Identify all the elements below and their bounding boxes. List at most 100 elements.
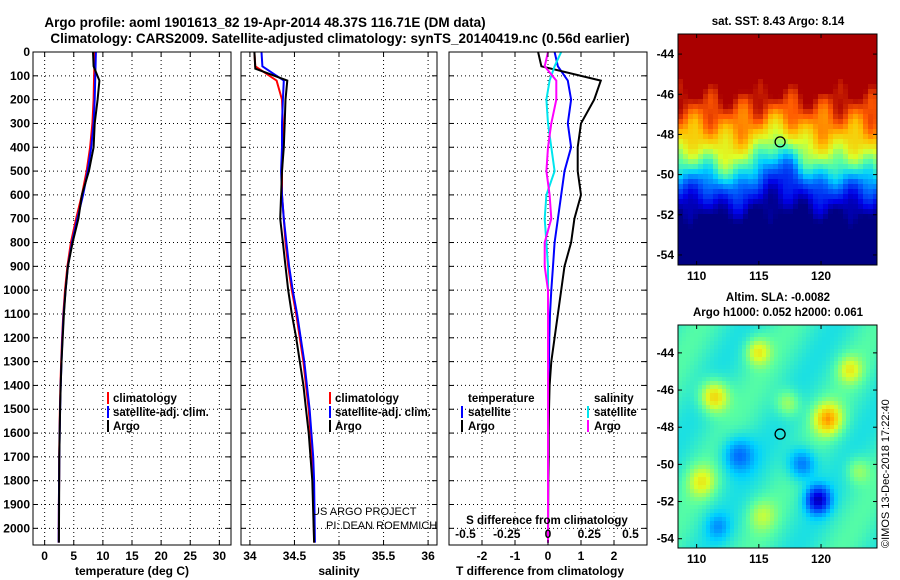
heatmap-cell xyxy=(758,353,763,358)
heatmap-cell xyxy=(803,59,809,65)
y-tick-label: 1200 xyxy=(3,331,30,345)
heatmap-cell xyxy=(808,44,814,50)
heatmap-cell xyxy=(863,164,869,170)
heatmap-cell xyxy=(870,445,875,450)
heatmap-cell xyxy=(863,234,869,240)
heatmap-cell xyxy=(678,184,684,190)
heatmap-cell xyxy=(830,393,835,398)
heatmap-cell xyxy=(728,234,734,240)
heatmap-cell xyxy=(693,129,699,135)
heatmap-cell xyxy=(838,234,844,240)
heatmap-cell xyxy=(838,259,844,265)
heatmap-cell xyxy=(790,521,795,526)
heatmap-cell xyxy=(782,409,787,414)
heatmap-cell xyxy=(808,239,814,245)
heatmap-cell xyxy=(698,209,704,215)
heatmap-cell xyxy=(738,417,743,422)
x-tick-label: 120 xyxy=(811,269,831,283)
heatmap-cell xyxy=(850,329,855,334)
heatmap-cell xyxy=(730,385,735,390)
heatmap-cell xyxy=(866,393,871,398)
heatmap-cell xyxy=(686,369,691,374)
heatmap-cell xyxy=(802,345,807,350)
heatmap-cell xyxy=(782,413,787,418)
heatmap-cell xyxy=(713,194,719,200)
heatmap-cell xyxy=(734,361,739,366)
heatmap-cell xyxy=(866,373,871,378)
heatmap-cell xyxy=(828,104,834,110)
heatmap-cell xyxy=(806,505,811,510)
heatmap-cell xyxy=(782,357,787,362)
heatmap-cell xyxy=(813,219,819,225)
heatmap-cell xyxy=(862,409,867,414)
heatmap-cell xyxy=(798,377,803,382)
heatmap-cell xyxy=(708,234,714,240)
heatmap-cell xyxy=(806,501,811,506)
heatmap-cell xyxy=(758,69,764,75)
heatmap-cell xyxy=(728,34,734,40)
heatmap-cell xyxy=(728,204,734,210)
heatmap-cell xyxy=(778,449,783,454)
heatmap-cell xyxy=(848,179,854,185)
heatmap-cell xyxy=(723,174,729,180)
heatmap-cell xyxy=(748,144,754,150)
heatmap-cell xyxy=(718,437,723,442)
heatmap-cell xyxy=(868,244,874,250)
heatmap-cell xyxy=(683,244,689,250)
heatmap-cell xyxy=(706,525,711,530)
heatmap-cell xyxy=(813,249,819,255)
heatmap-cell xyxy=(766,421,771,426)
heatmap-cell xyxy=(728,209,734,215)
heatmap-cell xyxy=(782,329,787,334)
heatmap-cell xyxy=(778,119,784,125)
heatmap-cell xyxy=(846,457,851,462)
heatmap-cell xyxy=(794,417,799,422)
heatmap-cell xyxy=(863,149,869,155)
heatmap-cell xyxy=(698,114,704,120)
heatmap-cell xyxy=(870,425,875,430)
heatmap-cell xyxy=(793,69,799,75)
heatmap-cell xyxy=(702,365,707,370)
heatmap-cell xyxy=(783,239,789,245)
heatmap-cell xyxy=(718,445,723,450)
heatmap-cell xyxy=(738,369,743,374)
heatmap-cell xyxy=(758,337,763,342)
heatmap-cell xyxy=(686,469,691,474)
heatmap-cell xyxy=(833,49,839,55)
heatmap-cell xyxy=(743,114,749,120)
heatmap-cell xyxy=(710,413,715,418)
heatmap-cell xyxy=(854,509,859,514)
heatmap-cell xyxy=(806,429,811,434)
heatmap-cell xyxy=(730,473,735,478)
heatmap-cell xyxy=(690,473,695,478)
heatmap-cell xyxy=(798,533,803,538)
heatmap-cell xyxy=(702,425,707,430)
heatmap-cell xyxy=(762,453,767,458)
heatmap-cell xyxy=(734,541,739,546)
heatmap-cell xyxy=(774,377,779,382)
heatmap-cell xyxy=(686,357,691,362)
heatmap-cell xyxy=(822,533,827,538)
heatmap-cell xyxy=(788,109,794,115)
heatmap-cell xyxy=(766,397,771,402)
heatmap-cell xyxy=(708,204,714,210)
heatmap-cell xyxy=(766,417,771,422)
heatmap-cell xyxy=(728,109,734,115)
heatmap-cell xyxy=(738,199,744,205)
heatmap-cell xyxy=(694,401,699,406)
heatmap-cell xyxy=(868,234,874,240)
heatmap-cell xyxy=(868,214,874,220)
heatmap-cell xyxy=(706,381,711,386)
heatmap-cell xyxy=(826,421,831,426)
heatmap-cell xyxy=(802,373,807,378)
heatmap-cell xyxy=(850,493,855,498)
heatmap-cell xyxy=(826,501,831,506)
heatmap-cell xyxy=(693,164,699,170)
heatmap-cell xyxy=(734,353,739,358)
heatmap-cell xyxy=(770,533,775,538)
heatmap-cell xyxy=(810,405,815,410)
heatmap-cell xyxy=(730,333,735,338)
heatmap-cell xyxy=(678,104,684,110)
heatmap-cell xyxy=(758,505,763,510)
heatmap-cell xyxy=(718,477,723,482)
